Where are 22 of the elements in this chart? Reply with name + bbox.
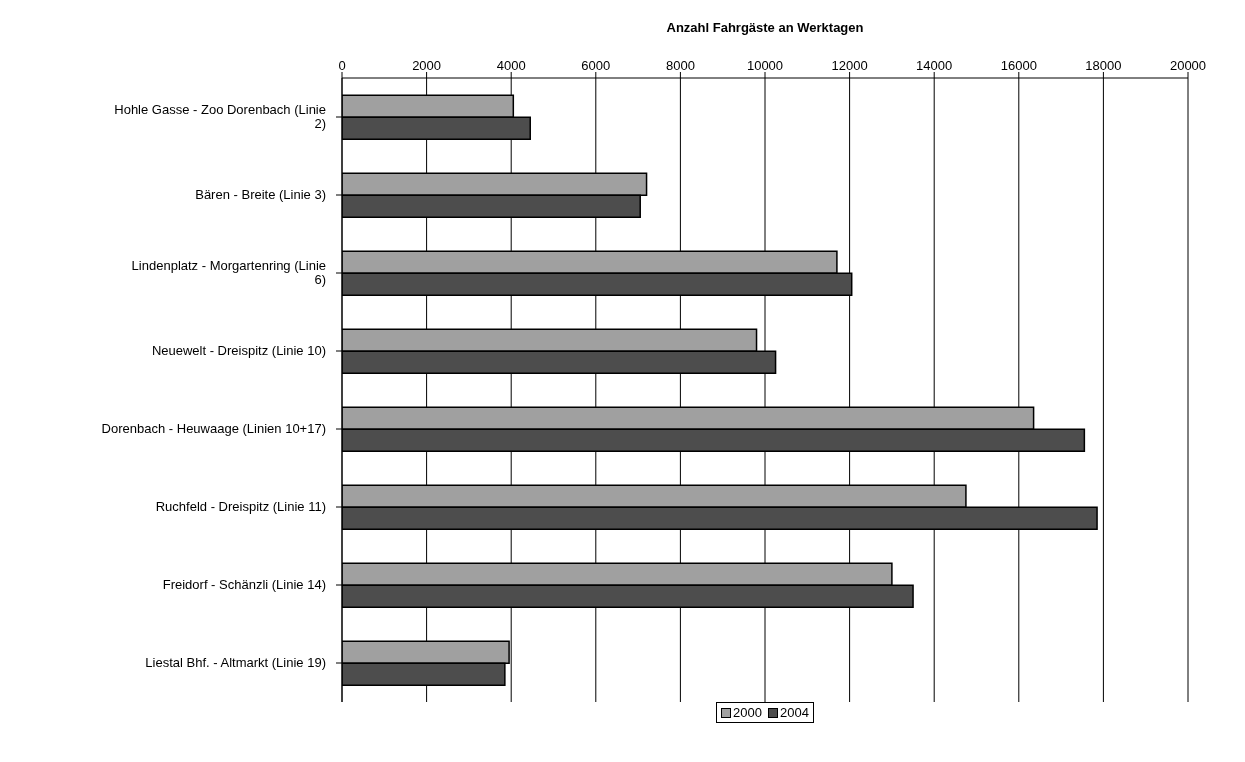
legend-label: 2000 xyxy=(732,705,762,720)
y-tick-label: Freidorf - Schänzli (Linie 14) xyxy=(162,577,326,592)
y-tick-label: Hohle Gasse - Zoo Dorenbach (Linie 2) xyxy=(114,102,326,131)
y-tick-label: Bären - Breite (Linie 3) xyxy=(195,187,326,202)
y-tick-label: Liestal Bhf. - Altmarkt (Linie 19) xyxy=(145,655,326,670)
x-tick-label: 10000 xyxy=(746,58,784,73)
x-tick-label: 2000 xyxy=(412,58,442,73)
x-tick-label: 4000 xyxy=(496,58,526,73)
x-tick-label: 14000 xyxy=(916,58,953,73)
y-tick-label: Dorenbach - Heuwaage (Linien 10+17) xyxy=(101,421,326,436)
x-tick-label: 0 xyxy=(338,58,346,73)
legend-label: 2004 xyxy=(779,705,809,720)
x-tick-label: 8000 xyxy=(665,58,695,73)
y-tick-label: Lindenplatz - Morgartenring (Linie 6) xyxy=(131,258,326,287)
x-tick-label: 6000 xyxy=(581,58,611,73)
y-tick-label: Ruchfeld - Dreispitz (Linie 11) xyxy=(155,499,326,514)
x-tick-label: 12000 xyxy=(831,58,868,73)
x-tick-label: 18000 xyxy=(1085,58,1122,73)
x-tick-label: 20000 xyxy=(1169,58,1207,73)
x-axis-title: Anzahl Fahrgäste an Werktagen xyxy=(666,20,864,36)
y-tick-label: Neuewelt - Dreispitz (Linie 10) xyxy=(151,343,326,358)
x-tick-label: 16000 xyxy=(1000,58,1037,73)
